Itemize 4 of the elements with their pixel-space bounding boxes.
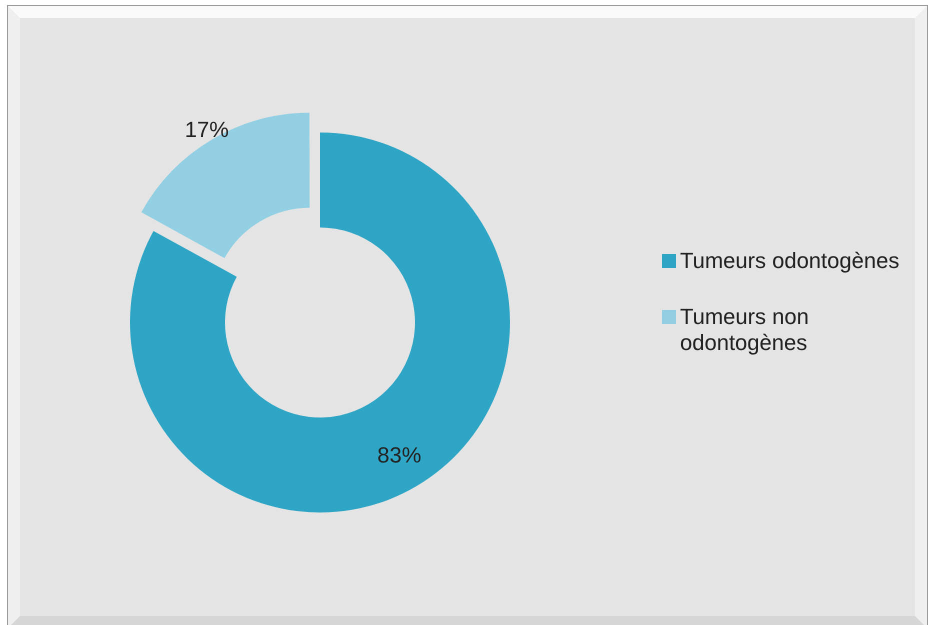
data-label: 83% — [377, 442, 422, 468]
data-label: 17% — [184, 117, 229, 142]
legend-label: Tumeurs odontogènes — [680, 248, 900, 274]
legend-label: Tumeurs non odontogènes — [680, 304, 810, 356]
